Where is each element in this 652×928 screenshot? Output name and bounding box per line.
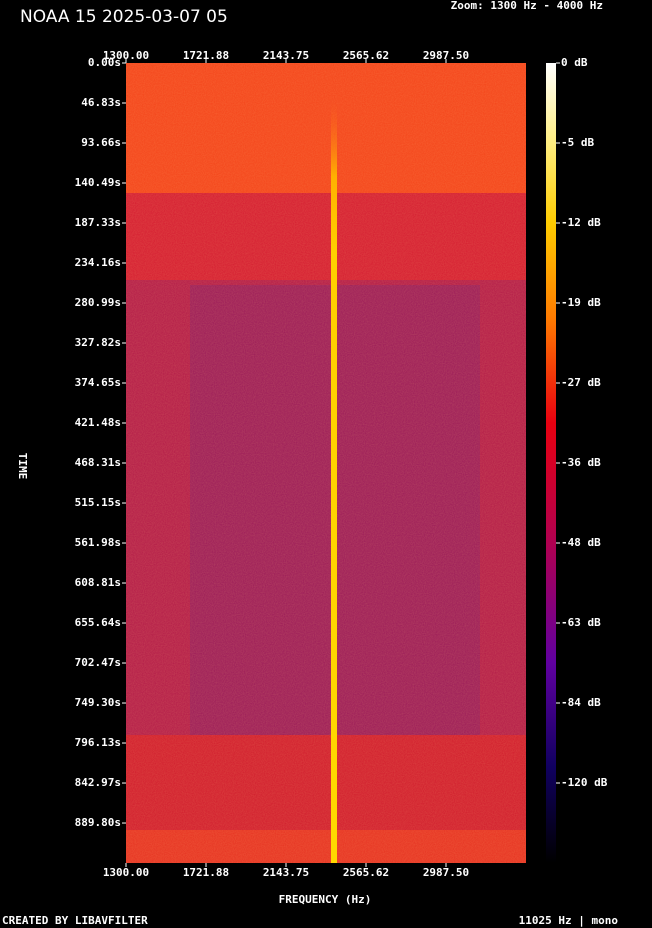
colorbar-tick-label: -36 dB [561,456,601,469]
x-tick-label: 1300.00 [103,866,149,879]
y-tick-label: 796.13s [75,736,121,749]
colorbar-tick-label: -19 dB [561,296,601,309]
y-tick-label: 655.64s [75,616,121,629]
y-tick-label: 280.99s [75,296,121,309]
colorbar-tick-label: -48 dB [561,536,601,549]
subtitle: Zoom: 1300 Hz - 4000 Hz [451,0,603,12]
x-tick-label: 2565.62 [343,49,389,62]
colorbar-tick-label: -84 dB [561,696,601,709]
x-tick-label: 1721.88 [183,866,229,879]
footer-right: 11025 Hz | mono [519,914,619,927]
x-tick-label: 2987.50 [423,866,469,879]
x-tick-label: 2143.75 [263,49,309,62]
footer-left: CREATED BY LIBAVFILTER [2,914,148,927]
y-tick-label: 46.83s [81,96,121,109]
colorbar [546,63,556,863]
y-tick-label: 608.81s [75,576,121,589]
y-tick-label: 93.66s [81,136,121,149]
y-tick-label: 889.80s [75,816,121,829]
y-tick-label: 468.31s [75,456,121,469]
y-tick-label: 842.97s [75,776,121,789]
colorbar-tick-label: -12 dB [561,216,601,229]
colorbar-tick-label: -63 dB [561,616,601,629]
colorbar-tick-label: 0 dB [561,56,588,69]
x-tick-label: 2565.62 [343,866,389,879]
y-tick-label: 749.30s [75,696,121,709]
x-tick-label: 2143.75 [263,866,309,879]
x-tick-label: 2987.50 [423,49,469,62]
y-axis-label: TIME [16,453,29,480]
colorbar-tick-label: -120 dB [561,776,608,789]
x-tick-label: 1300.00 [103,49,149,62]
spectrogram-image [126,63,526,863]
y-tick-label: 234.16s [75,256,121,269]
x-tick-label: 1721.88 [183,49,229,62]
colorbar-tick-label: -27 dB [561,376,601,389]
y-tick-label: 561.98s [75,536,121,549]
y-tick-label: 0.00s [88,56,121,69]
y-tick-label: 327.82s [75,336,121,349]
y-tick-label: 187.33s [75,216,121,229]
colorbar-tick-label: -5 dB [561,136,594,149]
x-axis-label: FREQUENCY (Hz) [279,893,372,906]
y-tick-label: 374.65s [75,376,121,389]
chart-title: NOAA 15 2025-03-07 05 [20,7,228,27]
y-tick-label: 421.48s [75,416,121,429]
y-tick-label: 140.49s [75,176,121,189]
y-tick-label: 515.15s [75,496,121,509]
y-tick-label: 702.47s [75,656,121,669]
